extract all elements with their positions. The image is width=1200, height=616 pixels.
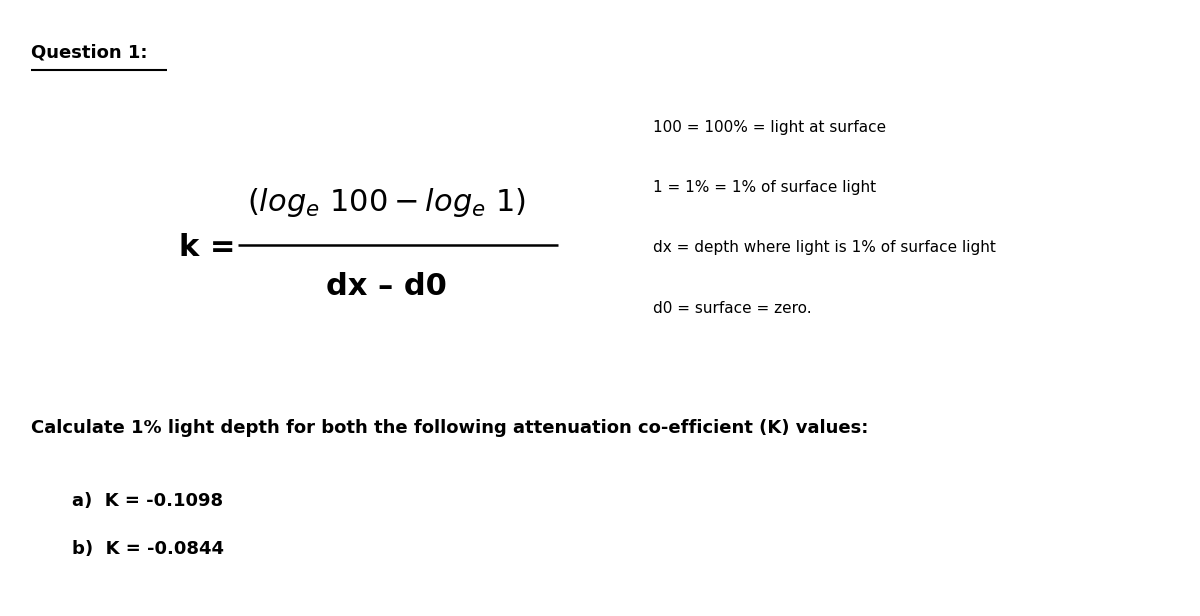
Text: dx – d0: dx – d0 xyxy=(326,272,446,301)
Text: Question 1:: Question 1: xyxy=(31,43,148,61)
Text: d0 = surface = zero.: d0 = surface = zero. xyxy=(653,301,812,315)
Text: $(\mathit{log}_e\ 100 - \mathit{log}_e\ 1)$: $(\mathit{log}_e\ 100 - \mathit{log}_e\ … xyxy=(247,186,526,219)
Text: 1 = 1% = 1% of surface light: 1 = 1% = 1% of surface light xyxy=(653,180,876,195)
Text: 100 = 100% = light at surface: 100 = 100% = light at surface xyxy=(653,120,887,135)
Text: k =: k = xyxy=(179,233,235,262)
Text: dx = depth where light is 1% of surface light: dx = depth where light is 1% of surface … xyxy=(653,240,996,255)
Text: Calculate 1% light depth for both the following attenuation co-efficient (K) val: Calculate 1% light depth for both the fo… xyxy=(31,419,868,437)
Text: b)  K = -0.0844: b) K = -0.0844 xyxy=(72,540,224,558)
Text: a)  K = -0.1098: a) K = -0.1098 xyxy=(72,492,223,509)
